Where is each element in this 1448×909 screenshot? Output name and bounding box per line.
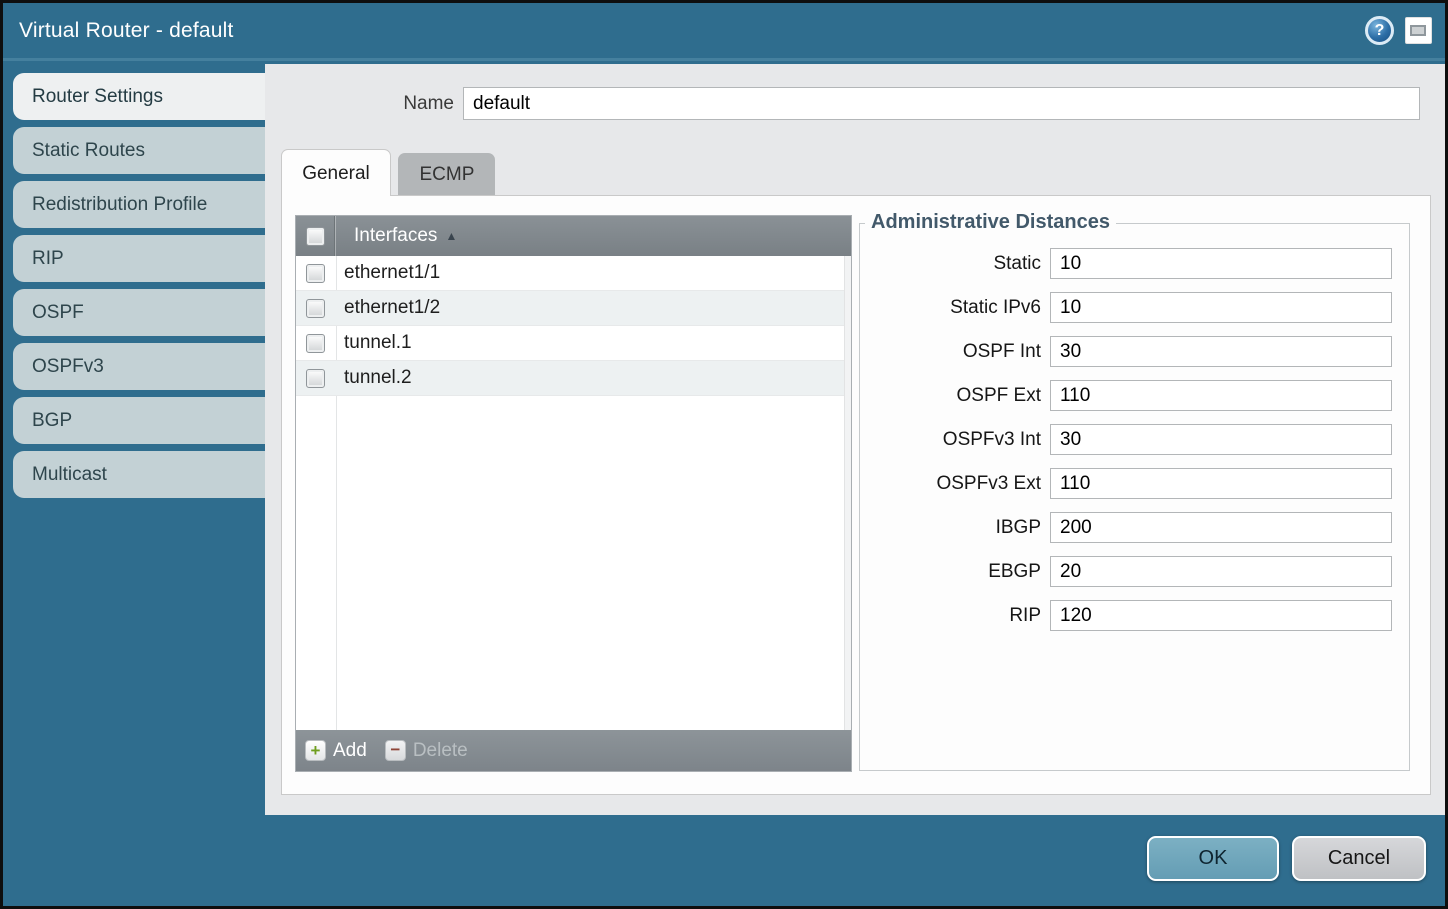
ibgp-label: IBGP <box>995 516 1041 538</box>
interface-name: ethernet1/2 <box>344 297 441 318</box>
ospfv3-ext-input[interactable] <box>1050 468 1392 499</box>
add-icon[interactable]: + <box>305 740 326 761</box>
admin-distance-row: OSPFv3 Ext <box>860 468 1409 499</box>
interfaces-table-footer: + Add − Delete <box>296 730 851 771</box>
interface-name: tunnel.2 <box>344 367 412 388</box>
static-label: Static <box>993 252 1041 274</box>
administrative-distances-fieldset: Administrative Distances Static Static I… <box>859 211 1410 771</box>
ebgp-label: EBGP <box>988 560 1041 582</box>
ospf-int-label: OSPF Int <box>962 340 1041 362</box>
sidebar-item-label: OSPF <box>32 301 84 323</box>
admin-distance-row: IBGP <box>860 512 1409 543</box>
sidebar-item-router-settings[interactable]: Router Settings <box>13 73 265 120</box>
dialog-title: Virtual Router - default <box>19 18 234 42</box>
ospf-ext-input[interactable] <box>1050 380 1392 411</box>
select-all-checkbox[interactable] <box>306 226 325 246</box>
interfaces-table: Interfaces ▲ ethernet1/1 ethernet1/2 <box>295 215 852 772</box>
rip-label: RIP <box>1009 604 1041 626</box>
sidebar-item-label: Multicast <box>32 463 107 485</box>
window-restore-icon[interactable] <box>1405 17 1432 44</box>
vertical-scrollbar[interactable] <box>844 256 851 730</box>
row-checkbox[interactable] <box>306 298 325 318</box>
sidebar-item-redistribution-profile[interactable]: Redistribution Profile <box>13 181 265 228</box>
sort-ascending-icon[interactable]: ▲ <box>445 229 458 243</box>
table-row[interactable]: tunnel.1 <box>296 326 851 361</box>
admin-distance-row: Static IPv6 <box>860 292 1409 323</box>
delete-icon[interactable]: − <box>384 740 406 761</box>
admin-distance-row: OSPF Ext <box>860 380 1409 411</box>
name-field-row: Name <box>265 87 1420 120</box>
static-input[interactable] <box>1050 248 1392 279</box>
admin-distance-row: RIP <box>860 600 1409 631</box>
rip-input[interactable] <box>1050 600 1392 631</box>
checkbox-column-divider <box>336 256 337 730</box>
interfaces-table-header: Interfaces ▲ <box>296 216 851 256</box>
sidebar-item-label: Static Routes <box>32 139 145 161</box>
virtual-router-dialog: Virtual Router - default ? Router Settin… <box>3 3 1445 906</box>
interface-name: tunnel.1 <box>344 332 412 353</box>
row-checkbox[interactable] <box>306 263 325 283</box>
tab-ecmp[interactable]: ECMP <box>398 153 496 196</box>
ospfv3-int-input[interactable] <box>1050 424 1392 455</box>
cancel-button[interactable]: Cancel <box>1292 836 1426 881</box>
table-row[interactable]: tunnel.2 <box>296 361 851 396</box>
admin-distance-row: OSPF Int <box>860 336 1409 367</box>
tab-general[interactable]: General <box>281 149 391 196</box>
column-separator <box>335 216 336 256</box>
ospfv3-ext-label: OSPFv3 Ext <box>936 472 1041 494</box>
table-row[interactable]: ethernet1/2 <box>296 291 851 326</box>
sidebar-item-bgp[interactable]: BGP <box>13 397 265 444</box>
help-icon[interactable]: ? <box>1365 16 1394 45</box>
ok-button[interactable]: OK <box>1147 836 1279 881</box>
sidebar-item-label: OSPFv3 <box>32 355 104 377</box>
admin-distance-row: EBGP <box>860 556 1409 587</box>
sidebar-item-label: Router Settings <box>32 85 163 107</box>
sidebar-item-static-routes[interactable]: Static Routes <box>13 127 265 174</box>
ospfv3-int-label: OSPFv3 Int <box>942 428 1041 450</box>
window-restore-icon-glyph <box>1410 25 1426 36</box>
delete-button[interactable]: Delete <box>412 739 468 761</box>
sidebar-item-ospf[interactable]: OSPF <box>13 289 265 336</box>
tab-strip: General ECMP <box>281 149 496 196</box>
ospf-ext-label: OSPF Ext <box>956 384 1041 406</box>
sidebar-nav: Router Settings Static Routes Redistribu… <box>3 64 265 906</box>
sidebar-item-label: Redistribution Profile <box>32 193 208 215</box>
fieldset-title: Administrative Distances <box>865 211 1116 234</box>
sidebar-item-label: BGP <box>32 409 73 431</box>
content-area: Name General ECMP Interfaces ▲ <box>265 64 1445 815</box>
sidebar-item-label: RIP <box>32 247 64 269</box>
interfaces-table-body: ethernet1/1 ethernet1/2 tunnel.1 tunnel.… <box>296 256 851 730</box>
name-label: Name <box>403 92 454 114</box>
table-row[interactable]: ethernet1/1 <box>296 256 851 291</box>
interfaces-column-header: Interfaces <box>354 225 438 246</box>
static-ipv6-input[interactable] <box>1050 292 1392 323</box>
title-bar: Virtual Router - default ? <box>3 3 1445 61</box>
sidebar-item-rip[interactable]: RIP <box>13 235 265 282</box>
ospf-int-input[interactable] <box>1050 336 1392 367</box>
ibgp-input[interactable] <box>1050 512 1392 543</box>
admin-distance-row: Static <box>860 248 1409 279</box>
sidebar-item-multicast[interactable]: Multicast <box>13 451 265 498</box>
interface-name: ethernet1/1 <box>344 262 441 283</box>
general-tab-panel: Interfaces ▲ ethernet1/1 ethernet1/2 <box>281 195 1431 795</box>
ebgp-input[interactable] <box>1050 556 1392 587</box>
row-checkbox[interactable] <box>306 368 325 388</box>
admin-distance-row: OSPFv3 Int <box>860 424 1409 455</box>
add-button[interactable]: Add <box>333 739 367 761</box>
sidebar-item-ospfv3[interactable]: OSPFv3 <box>13 343 265 390</box>
row-checkbox[interactable] <box>306 333 325 353</box>
static-ipv6-label: Static IPv6 <box>950 296 1041 318</box>
name-input[interactable] <box>463 87 1420 120</box>
